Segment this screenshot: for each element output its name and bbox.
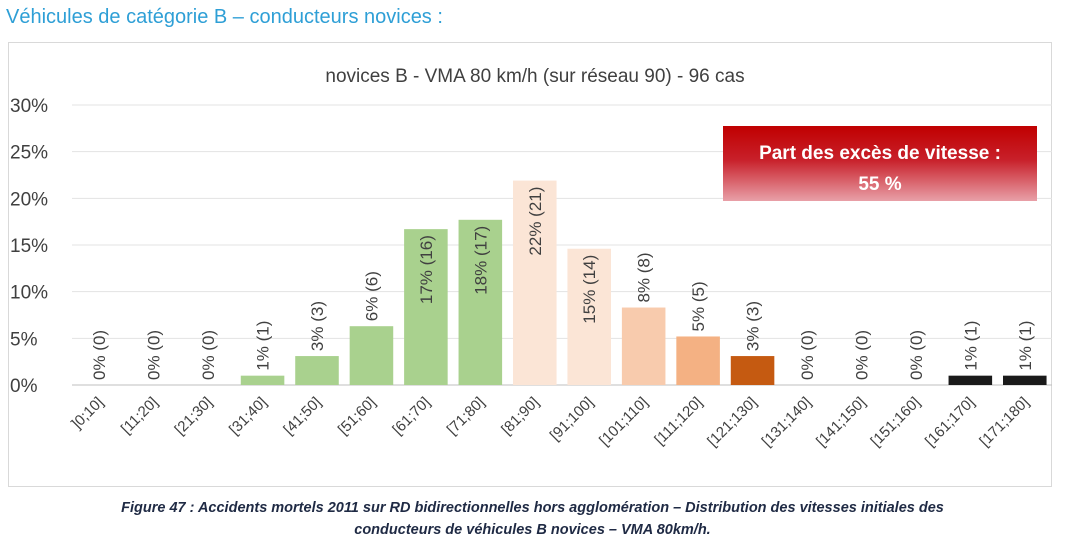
chart-title: novices B - VMA 80 km/h (sur réseau 90) … <box>325 66 744 87</box>
x-tick-label: [61;70] <box>389 394 433 438</box>
callout-line1: Part des excès de vitesse : <box>759 143 1001 164</box>
bar <box>730 356 775 385</box>
bar-data-label: 0% (0) <box>798 330 817 380</box>
section-heading: Véhicules de catégorie B – conducteurs n… <box>6 6 443 28</box>
x-tick-label: [111;120] <box>651 394 706 449</box>
x-tick-label: [141;150] <box>813 394 869 450</box>
y-tick-label: 10% <box>10 283 48 304</box>
bar-data-label: 6% (6) <box>362 271 381 321</box>
figure-caption-line1: Figure 47 : Accidents mortels 2011 sur R… <box>121 500 944 516</box>
bar-data-label: 3% (3) <box>744 301 763 351</box>
bar-data-label: 1% (1) <box>1016 321 1035 371</box>
y-tick-label: 0% <box>10 376 38 397</box>
chart-frame <box>8 42 1052 487</box>
x-tick-label: [131;140] <box>759 394 815 450</box>
bar <box>240 375 285 385</box>
x-tick-label: [101;110] <box>596 394 651 449</box>
x-tick-label: [31;40] <box>226 394 270 438</box>
bar <box>621 307 666 385</box>
bar <box>1003 375 1047 385</box>
bar-data-label: 1% (1) <box>961 321 980 371</box>
x-tick-label: [161;170] <box>922 394 978 450</box>
y-tick-label: 30% <box>10 96 48 117</box>
bar-data-label: 5% (5) <box>689 281 708 331</box>
bar-data-label: 1% (1) <box>254 321 273 371</box>
x-tick-label: [121;130] <box>704 394 760 450</box>
bar-data-label: 0% (0) <box>145 330 164 380</box>
bar <box>458 219 503 385</box>
bar <box>948 375 993 385</box>
bar-data-label: 8% (8) <box>635 252 654 302</box>
x-tick-label: [71;80] <box>444 394 488 438</box>
x-tick-label: [51;60] <box>335 394 379 438</box>
bar-data-label: 22% (21) <box>526 187 545 256</box>
y-tick-label: 15% <box>10 236 48 257</box>
bar-data-label: 15% (14) <box>580 255 599 324</box>
bar <box>513 180 557 385</box>
x-tick-label: [81;90] <box>498 394 542 438</box>
figure-caption-line2: conducteurs de véhicules B novices – VMA… <box>354 522 711 538</box>
bar-data-label: 0% (0) <box>852 330 871 380</box>
x-tick-label: [171;180] <box>976 394 1032 450</box>
y-tick-label: 5% <box>10 329 38 350</box>
bar <box>676 336 720 385</box>
bar <box>349 326 394 385</box>
bar-data-label: 0% (0) <box>199 330 218 380</box>
bar <box>404 229 448 385</box>
bar-data-label: 0% (0) <box>90 330 109 380</box>
y-tick-label: 20% <box>10 189 48 210</box>
speeding-callout: Part des excès de vitesse : 55 % <box>723 126 1037 201</box>
bar <box>567 248 611 385</box>
bar-data-label: 18% (17) <box>471 226 490 295</box>
y-tick-label: 25% <box>10 143 48 164</box>
x-tick-label: [21;30] <box>171 394 215 438</box>
bar-data-label: 3% (3) <box>308 301 327 351</box>
x-tick-label: [41;50] <box>280 394 324 438</box>
callout-box <box>723 126 1037 201</box>
x-tick-label: [151;160] <box>867 394 923 450</box>
x-tick-label: [11;20] <box>118 394 162 438</box>
x-tick-label: ]0;10] <box>68 394 107 433</box>
bar-data-label: 17% (16) <box>417 235 436 304</box>
callout-line2: 55 % <box>858 174 901 195</box>
bar <box>295 356 339 385</box>
bar-data-label: 0% (0) <box>907 330 926 380</box>
x-tick-label: [91;100] <box>547 394 597 444</box>
